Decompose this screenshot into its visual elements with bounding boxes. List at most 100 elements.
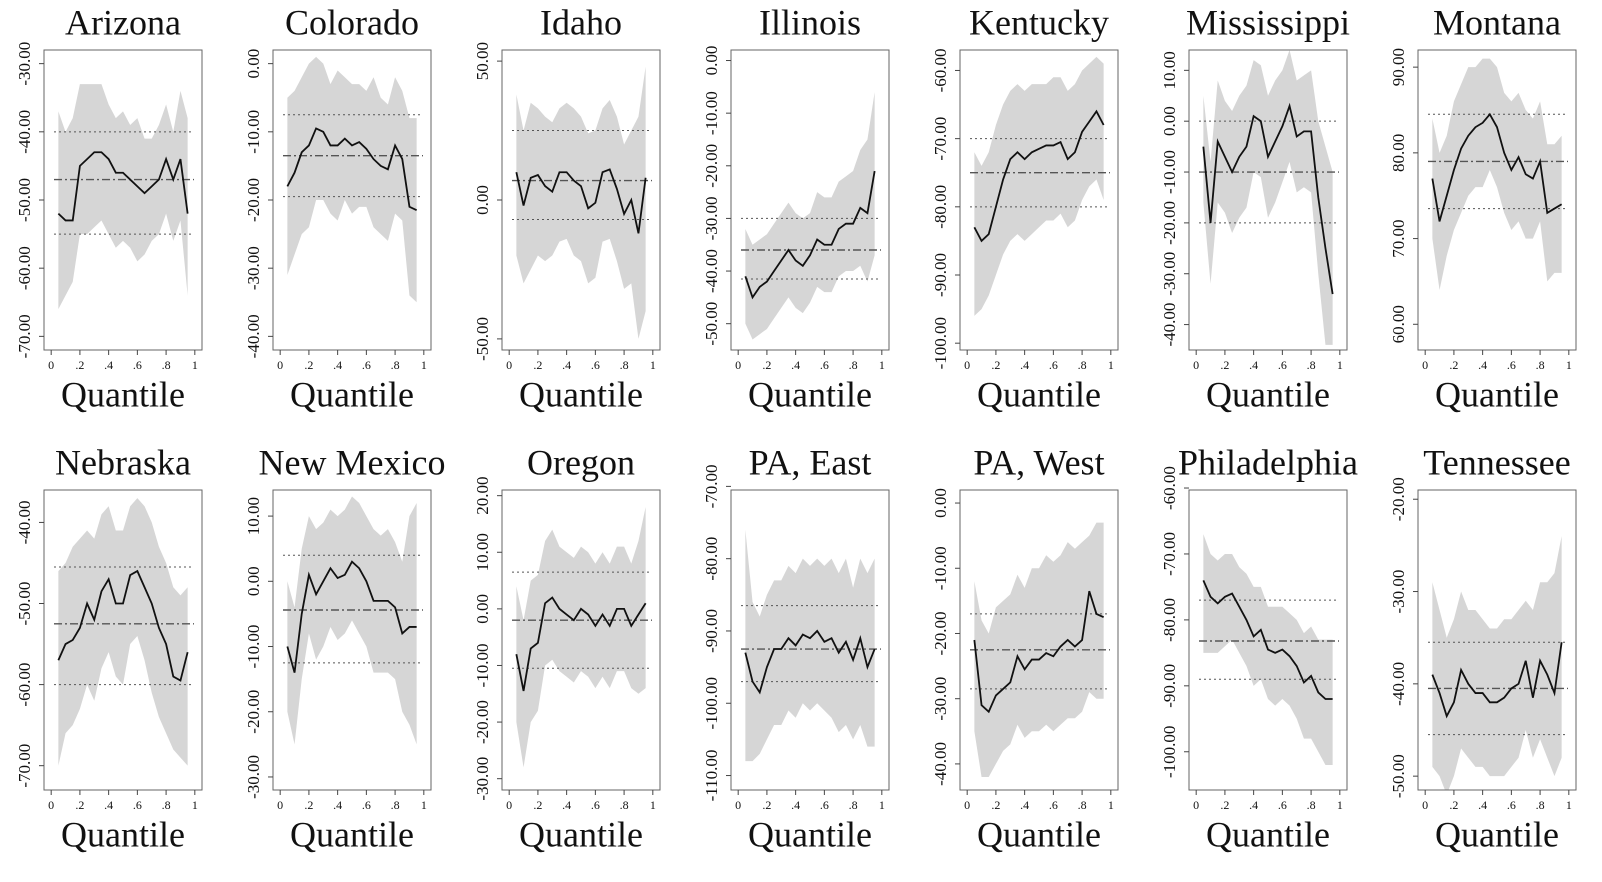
y-tick-label: 0.00 — [702, 46, 721, 76]
y-tick-label: -60.00 — [1160, 466, 1179, 510]
confidence-band — [58, 498, 188, 766]
estimate-line — [286, 560, 417, 673]
x-tick-label: .2 — [1220, 798, 1229, 812]
x-tick-label: .4 — [1249, 358, 1258, 372]
y-tick-label: -90.00 — [1160, 664, 1179, 708]
x-tick-label: .2 — [762, 358, 771, 372]
y-tick-label: -40.00 — [15, 110, 34, 154]
x-axis-label: Quantile — [61, 374, 185, 414]
confidence-band — [1203, 50, 1333, 345]
panel: Idaho Quantile 0 .2 .4 .6 .8 1 -50.00 0.00 50.00 — [473, 2, 661, 414]
y-tick-label: -40.00 — [15, 500, 34, 544]
plot-area — [1199, 534, 1339, 765]
y-tick-label: -110.00 — [702, 750, 721, 802]
y-tick-label: -70.00 — [15, 314, 34, 358]
plot-frame — [43, 489, 203, 791]
estimate-line — [286, 127, 418, 212]
plot-frame — [501, 489, 661, 791]
y-tick-label: -70.00 — [702, 464, 721, 508]
confidence-band — [516, 506, 646, 768]
y-tick-label: -100.00 — [1160, 726, 1179, 778]
y-tick-label: -30.00 — [473, 757, 492, 801]
x-axis-label: Quantile — [977, 814, 1101, 854]
x-tick-label: .2 — [1220, 358, 1229, 372]
estimate-line — [515, 596, 647, 692]
x-tick-label: .2 — [991, 358, 1000, 372]
x-tick-label: 1 — [421, 798, 427, 812]
x-tick-label: .8 — [1307, 358, 1316, 372]
x-tick-label: .6 — [820, 798, 829, 812]
x-tick-label: .4 — [104, 358, 113, 372]
x-tick-label: .2 — [762, 798, 771, 812]
x-tick-label: 0 — [735, 358, 741, 372]
x-tick-label: .4 — [791, 798, 800, 812]
x-tick-label: 0 — [506, 798, 512, 812]
y-tick-label: -60.00 — [931, 48, 950, 92]
x-tick-label: 0 — [48, 798, 54, 812]
y-tick-label: 0.00 — [244, 566, 263, 596]
x-tick-label: 0 — [964, 358, 970, 372]
plot-area — [970, 56, 1110, 316]
estimate-line — [973, 109, 1105, 243]
estimate-line — [515, 168, 647, 234]
x-tick-label: 0 — [277, 358, 283, 372]
x-tick-label: .4 — [562, 798, 571, 812]
x-tick-label: .6 — [1278, 798, 1287, 812]
panel: Montana Quantile 0 .2 .4 .6 .8 1 60.00 70.00 80.00… — [1389, 2, 1577, 414]
x-tick-label: 0 — [277, 798, 283, 812]
y-tick-label: -30.00 — [1160, 252, 1179, 296]
x-tick-label: .2 — [75, 798, 84, 812]
x-tick-label: 1 — [1108, 358, 1114, 372]
x-tick-label: .8 — [849, 798, 858, 812]
y-tick-label: -30.00 — [15, 42, 34, 86]
confidence-band — [974, 56, 1104, 316]
y-tick-label: 50.00 — [473, 42, 492, 80]
x-tick-label: 1 — [421, 358, 427, 372]
y-tick-label: -20.00 — [1389, 477, 1408, 521]
panel: Philadelphia Quantile 0 .2 .4 .6 .8 1 -100.00 -90… — [1160, 442, 1358, 854]
x-tick-label: .8 — [620, 798, 629, 812]
y-tick-label: -20.00 — [702, 144, 721, 188]
panel-title: Philadelphia — [1178, 442, 1358, 482]
confidence-band — [745, 529, 875, 762]
x-tick-label: .8 — [162, 798, 171, 812]
y-tick-label: -70.00 — [1160, 532, 1179, 576]
plot-area — [512, 506, 652, 768]
confidence-band — [58, 84, 188, 310]
x-tick-label: .4 — [1020, 798, 1029, 812]
panel-title: Mississippi — [1186, 2, 1350, 42]
x-tick-label: .2 — [1449, 798, 1458, 812]
x-tick-label: .4 — [104, 798, 113, 812]
y-tick-label: 60.00 — [1389, 305, 1408, 343]
x-tick-label: .4 — [562, 358, 571, 372]
y-tick-label: -20.00 — [473, 700, 492, 744]
panel: Colorado Quantile 0 .2 .4 .6 .8 1 -40.00 -30.00 -2… — [244, 2, 432, 414]
y-tick-label: -50.00 — [1389, 754, 1408, 798]
plot-frame — [730, 49, 890, 351]
y-tick-label: -30.00 — [244, 755, 263, 799]
x-tick-label: .6 — [1507, 358, 1516, 372]
plot-area — [283, 496, 423, 745]
y-tick-label: -80.00 — [1160, 598, 1179, 642]
panel: Nebraska Quantile 0 .2 .4 .6 .8 1 -70.00 -60.00 -5… — [15, 442, 203, 854]
estimate-line — [1431, 112, 1563, 222]
panel-title: PA, East — [749, 442, 872, 482]
y-tick-label: 0.00 — [931, 488, 950, 518]
y-tick-label: -90.00 — [931, 253, 950, 297]
confidence-band — [745, 92, 875, 340]
panel-title: Colorado — [285, 2, 419, 42]
x-tick-label: .6 — [591, 798, 600, 812]
y-tick-label: 0.00 — [473, 594, 492, 624]
estimate-line — [57, 569, 189, 682]
estimate-line — [744, 629, 876, 695]
y-tick-label: -30.00 — [702, 196, 721, 240]
y-tick-label: -50.00 — [15, 582, 34, 626]
confidence-band — [287, 496, 417, 745]
x-tick-label: .6 — [133, 358, 142, 372]
y-tick-label: -40.00 — [1389, 662, 1408, 706]
plot-area — [512, 66, 652, 339]
plot-area — [283, 56, 423, 303]
x-tick-label: .4 — [1249, 798, 1258, 812]
y-tick-label: 0.00 — [473, 185, 492, 215]
